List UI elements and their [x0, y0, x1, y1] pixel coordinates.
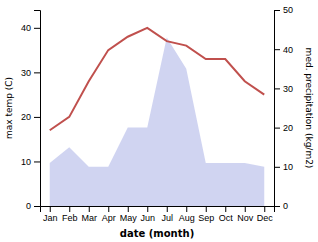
- tick: Mar: [82, 206, 98, 223]
- tick-label: Apr: [102, 213, 116, 223]
- tick-mark: [245, 206, 246, 212]
- tick: 40: [274, 45, 293, 55]
- marks: [50, 28, 265, 206]
- tick-label: 0: [283, 201, 288, 211]
- tick: May: [120, 206, 138, 223]
- tick-mark: [274, 88, 280, 89]
- tick: Jan: [43, 206, 58, 223]
- tick-label: 50: [283, 5, 293, 15]
- chart: Jan Feb Mar Apr MayJun Jul AugSep OctNovDec 0 10 2…: [0, 0, 318, 242]
- tick: Apr: [102, 206, 116, 223]
- tick-label: Jan: [43, 213, 58, 223]
- tick: Sep: [198, 206, 214, 223]
- tick-mark: [206, 206, 207, 212]
- line: [50, 28, 265, 130]
- tick: 20: [21, 112, 40, 122]
- tick: Oct: [219, 206, 234, 223]
- tick-label: 20: [283, 123, 293, 133]
- tick-mark: [274, 128, 280, 129]
- tick: 10: [274, 162, 293, 172]
- tick: 30: [274, 84, 293, 94]
- tick: 10: [21, 157, 40, 167]
- tick-label: Jun: [140, 213, 155, 223]
- tick: Nov: [237, 206, 254, 223]
- tick: Aug: [179, 206, 195, 223]
- tick: 0: [26, 201, 40, 211]
- tick: Dec: [257, 206, 274, 223]
- tick-mark: [264, 206, 265, 212]
- tick-mark: [225, 206, 226, 212]
- tick-label: Mar: [82, 213, 98, 223]
- tick-label: 30: [21, 68, 31, 78]
- tick-mark: [128, 206, 129, 212]
- tick-label: 40: [283, 45, 293, 55]
- tick: 30: [21, 68, 40, 78]
- tick: Feb: [62, 206, 78, 223]
- tick-label: Sep: [198, 213, 214, 223]
- tick-label: Oct: [219, 213, 234, 223]
- x-axis-title: date (month): [120, 228, 194, 239]
- axis-line: [34, 11, 41, 207]
- tick: Jul: [161, 206, 173, 223]
- tick-mark: [274, 10, 280, 11]
- tick-mark: [274, 167, 280, 168]
- tick-mark: [34, 28, 40, 29]
- tick-mark: [89, 206, 90, 212]
- tick-label: 40: [21, 23, 31, 33]
- tick-label: 30: [283, 84, 293, 94]
- tick-mark: [34, 117, 40, 118]
- axis-line: [41, 207, 275, 213]
- tick-mark: [147, 206, 148, 212]
- tick-label: May: [120, 213, 138, 223]
- tick-mark: [167, 206, 168, 212]
- tick-label: Jul: [161, 213, 173, 223]
- tick: 40: [21, 23, 40, 33]
- tick-mark: [69, 206, 70, 212]
- plot: Jan Feb Mar Apr MayJun Jul AugSep OctNovDec 0 10 2…: [4, 5, 314, 239]
- tick-label: 10: [283, 162, 293, 172]
- y2-axis: 0 10 20 30 40 50: [274, 5, 293, 211]
- tick-mark: [34, 161, 40, 162]
- tick-label: Dec: [257, 213, 274, 223]
- y-axis: 0 10 20 30 40: [21, 11, 41, 212]
- axis-line: [275, 11, 281, 207]
- tick-label: Feb: [62, 213, 78, 223]
- tick-mark: [34, 206, 40, 207]
- tick-mark: [50, 206, 51, 212]
- tick-label: 20: [21, 112, 31, 122]
- x-axis: Jan Feb Mar Apr MayJun Jul AugSep OctNovDec: [41, 206, 275, 223]
- tick-label: 0: [26, 201, 31, 211]
- tick-mark: [108, 206, 109, 212]
- tick: 20: [274, 123, 293, 133]
- tick-mark: [186, 206, 187, 212]
- y2-axis-title: med. precipitation (kg/m2): [304, 48, 314, 169]
- tick-label: Nov: [237, 213, 254, 223]
- tick-mark: [274, 49, 280, 50]
- tick-label: Aug: [179, 213, 195, 223]
- tick: 0: [274, 201, 288, 211]
- y-axis-title: max temp (C): [4, 77, 14, 139]
- area: [50, 37, 265, 206]
- tick-mark: [274, 206, 280, 207]
- tick-mark: [34, 72, 40, 73]
- tick: Jun: [140, 206, 155, 223]
- tick: 50: [274, 5, 293, 15]
- tick-label: 10: [21, 157, 31, 167]
